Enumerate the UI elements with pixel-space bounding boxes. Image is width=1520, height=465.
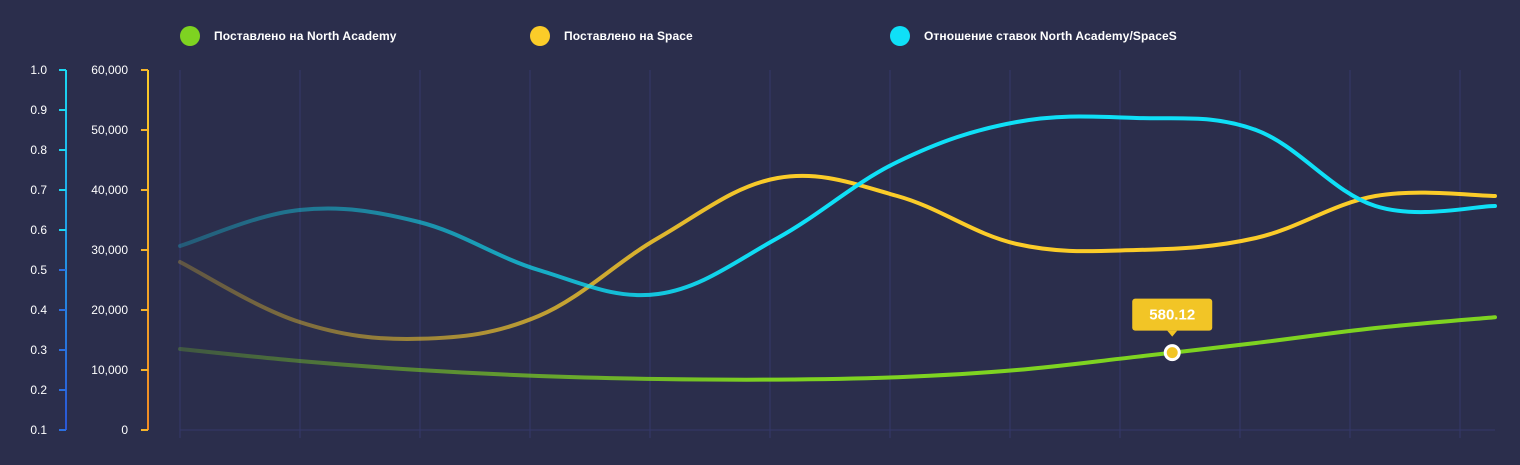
legend-dot-space [530, 26, 550, 46]
left-axis-tick-label-7: 0.3 [30, 343, 47, 357]
left-axis-tick-label-4: 0.6 [30, 223, 47, 237]
right-axis: 60,000 50,000 40,000 30,000 20,000 10,000 0 [91, 63, 149, 437]
left-axis-tick-label-6: 0.4 [30, 303, 47, 317]
series-1 [178, 173, 1497, 341]
series-0 [178, 315, 1497, 382]
legend-item-ratio[interactable]: Отношение ставок North Academy/SpaceS [890, 25, 1177, 47]
left-axis-tick-label-3: 0.7 [30, 183, 47, 197]
left-axis-tick-label-9: 0.1 [30, 423, 47, 437]
right-axis-tick-label-4: 20,000 [91, 303, 128, 317]
series-line-1 [178, 173, 1497, 341]
legend-dot-north-academy [180, 26, 200, 46]
legend-label-ratio: Отношение ставок North Academy/SpaceS [924, 29, 1177, 43]
grid-lines [179, 70, 1495, 438]
left-axis: 1.0 0.9 0.8 0.7 0.6 0.5 0.4 0.3 0.2 0.1 [30, 63, 67, 437]
series-line-2 [178, 114, 1497, 298]
series-group [178, 114, 1497, 382]
right-axis-tick-label-3: 30,000 [91, 243, 128, 257]
tooltip: 580.12 [1132, 298, 1213, 362]
tooltip-value: 580.12 [1149, 307, 1195, 324]
right-axis-tick-label-2: 40,000 [91, 183, 128, 197]
tooltip-pointer [1167, 330, 1178, 337]
chart-legend: Поставлено на North Academy Поставлено н… [0, 25, 1520, 47]
right-axis-tick-label-1: 50,000 [91, 123, 128, 137]
right-axis-tick-label-0: 60,000 [91, 63, 128, 77]
series-2 [178, 114, 1497, 298]
left-axis-tick-label-1: 0.9 [30, 103, 47, 117]
left-axis-tick-label-0: 1.0 [30, 63, 47, 77]
series-line-0 [178, 315, 1497, 382]
tooltip-marker [1163, 344, 1181, 362]
legend-item-space[interactable]: Поставлено на Space [530, 25, 693, 47]
right-axis-tick-label-6: 0 [121, 423, 128, 437]
left-axis-tick-label-8: 0.2 [30, 383, 47, 397]
legend-label-space: Поставлено на Space [564, 29, 693, 43]
right-axis-tick-label-5: 10,000 [91, 363, 128, 377]
legend-item-north-academy[interactable]: Поставлено на North Academy [180, 25, 397, 47]
left-axis-tick-label-5: 0.5 [30, 263, 47, 277]
tooltip-box [1132, 298, 1213, 331]
legend-dot-ratio [890, 26, 910, 46]
legend-label-north-academy: Поставлено на North Academy [214, 29, 397, 43]
left-axis-tick-label-2: 0.8 [30, 143, 47, 157]
